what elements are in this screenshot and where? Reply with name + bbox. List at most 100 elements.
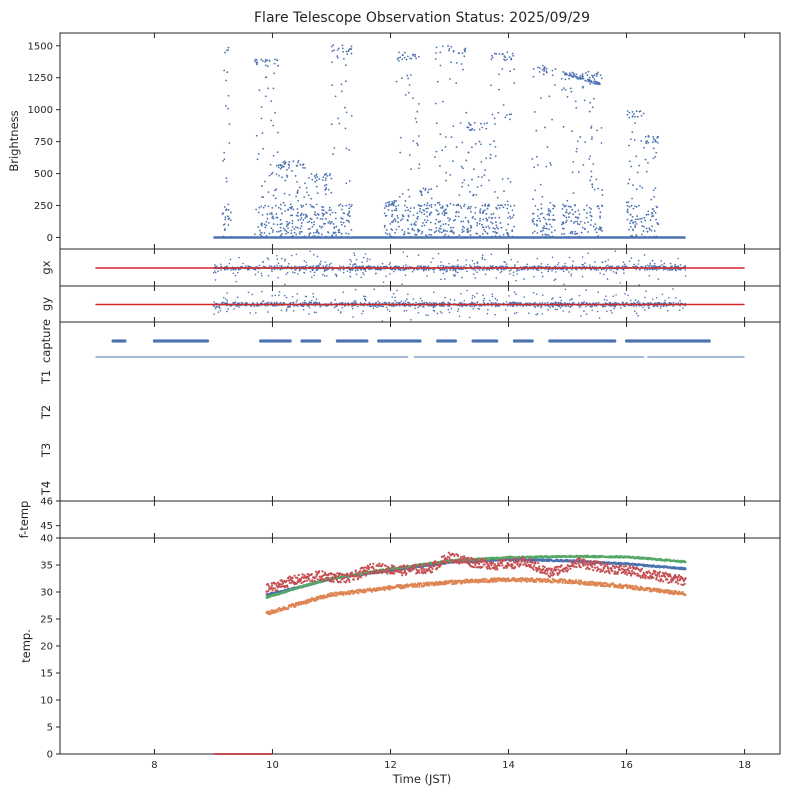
brightness-point [391,221,394,224]
gy-point [237,304,239,307]
brightness-point [445,136,447,138]
gx-point [268,265,271,267]
brightness-point [350,52,353,55]
brightness-point [386,233,389,236]
brightness-point [552,214,555,217]
brightness-point [562,227,565,230]
brightness-point [315,203,318,206]
gx-point [671,265,673,268]
gy-point [642,306,644,309]
brightness-point [338,122,341,125]
brightness-point [434,102,437,105]
brightness-point [282,161,285,164]
brightness-point [397,221,400,223]
brightness-point [221,213,224,215]
brightness-point [265,220,268,223]
brightness-point [572,160,575,163]
brightness-point [323,174,326,176]
brightness-point [287,208,290,211]
gy-point [394,296,396,299]
gx-point [284,283,286,286]
brightness-point [626,110,629,112]
gx-point [232,272,235,275]
brightness-point [460,165,463,168]
gx-point [505,263,508,266]
brightness-point [418,163,421,166]
brightness-point [563,215,566,217]
brightness-point [277,166,280,169]
gx-point [603,273,605,276]
gx-point [305,261,308,264]
brightness-point [601,189,604,191]
gy-point [218,305,221,308]
brightness-point [430,211,432,214]
brightness-point [407,188,410,191]
brightness-point [632,229,635,232]
gx-point [361,265,363,268]
brightness-point [629,234,632,237]
brightness-point [316,229,318,231]
gy-point [590,305,592,308]
brightness-point [626,218,629,221]
brightness-point [412,140,415,142]
brightness-point [227,49,229,52]
brightness-point [345,111,348,114]
brightness-point [272,215,275,218]
gx-point [342,271,345,274]
gy-point [644,309,646,311]
brightness-point [643,146,645,149]
gx-point [568,271,570,273]
brightness-point [545,235,547,238]
brightness-point [257,211,260,214]
brightness-point [383,224,386,227]
brightness-point [490,235,493,238]
brightness-point [653,230,656,232]
brightness-point [399,136,402,139]
brightness-point [435,150,438,153]
gy-point [490,301,493,304]
gx-point [311,269,314,272]
brightness-point [278,230,280,233]
gx-point [295,269,297,271]
gx-point [230,269,232,271]
gx-point [562,270,565,273]
brightness-point [263,232,266,234]
brightness-point [486,207,489,210]
gx-point [601,268,603,271]
brightness-point [308,234,311,237]
brightness-point [469,234,472,236]
brightness-point [540,230,543,233]
gx-point [610,269,612,271]
gy-point [312,292,314,295]
brightness-point [582,77,585,80]
brightness-point [391,209,394,212]
brightness-point [593,74,596,77]
brightness-point [333,226,336,229]
brightness-point [426,204,428,207]
brightness-point [510,113,513,116]
gx-point [339,265,341,267]
brightness-point [290,207,293,210]
gy-point [667,297,670,299]
brightness-point [590,170,593,173]
gy-point [515,311,518,314]
gx-point [483,269,485,271]
gx-point [605,270,607,272]
brightness-point [599,228,602,231]
gx-point [469,264,471,266]
gx-point [553,279,556,281]
brightness-point [595,75,598,78]
brightness-point [334,95,337,98]
gy-point [491,295,494,298]
brightness-point [226,215,229,218]
brightness-point [479,217,481,220]
gy-point [260,302,263,304]
brightness-point [452,125,455,128]
gy-point [303,301,306,304]
brightness-point [439,165,441,167]
status-capture-marks [111,339,711,343]
brightness-point [426,211,428,213]
gy-point [308,306,311,309]
brightness-point [499,204,502,207]
brightness-point [322,209,325,212]
